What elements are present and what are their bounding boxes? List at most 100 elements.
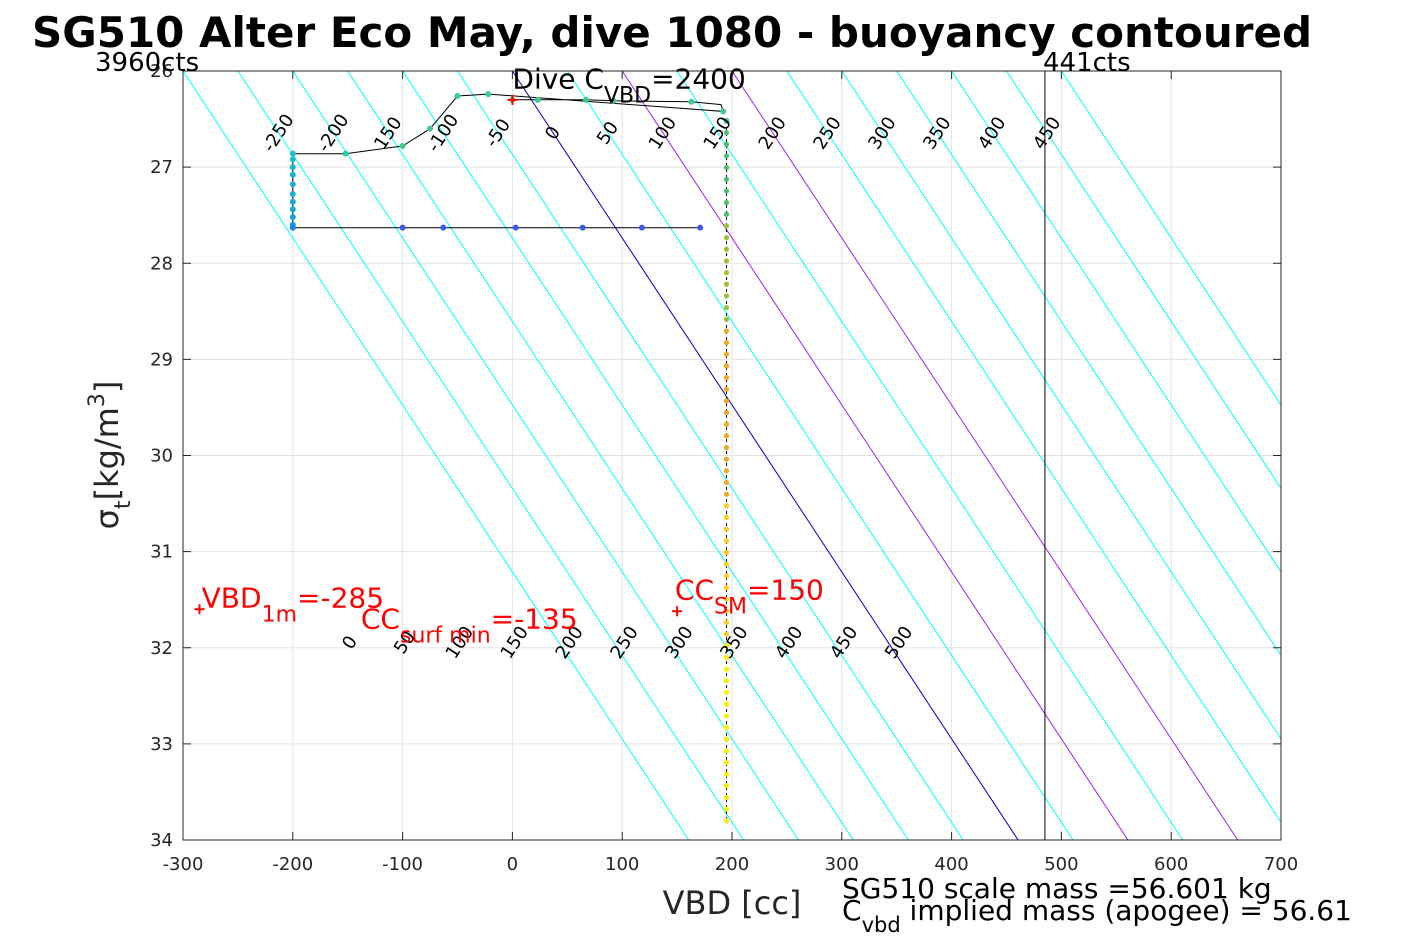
y-axis-ticks: 26 27 28 29 30 31 32 33 34 xyxy=(150,61,1281,851)
data-points xyxy=(289,91,730,231)
x-tick-label: -300 xyxy=(163,854,204,875)
profile-point xyxy=(723,736,730,742)
profile-point xyxy=(723,818,730,824)
chart-title: SG510 Alter Eco May, dive 1080 - buoyanc… xyxy=(32,8,1312,57)
reference-buoyancy-line xyxy=(621,71,1129,840)
y-axis-label: σt[kg/m3] xyxy=(85,381,136,530)
data-point xyxy=(289,156,296,163)
profile-point xyxy=(723,223,730,229)
x-tick-label: 200 xyxy=(715,854,749,875)
reference-buoyancy-line xyxy=(731,71,1239,840)
data-point xyxy=(289,191,296,198)
x-tick-label: 500 xyxy=(1044,854,1078,875)
profile-point xyxy=(723,631,730,637)
data-point xyxy=(289,224,296,231)
profile-point xyxy=(723,538,730,544)
profile-point xyxy=(723,363,730,369)
buoyancy-contours xyxy=(183,71,1281,840)
profile-point xyxy=(723,188,730,194)
data-point xyxy=(454,92,461,99)
profile-point xyxy=(723,573,730,579)
y-tick-label: 26 xyxy=(150,61,173,82)
profile-point xyxy=(723,596,730,602)
y-axis-unit-sup: 3 xyxy=(85,393,110,407)
contour-line xyxy=(951,71,1281,573)
data-point xyxy=(289,214,296,221)
profile-point xyxy=(723,153,730,159)
profile-point xyxy=(723,246,730,252)
footer-mass-line: SG510 scale mass =56.601 kg xyxy=(842,872,1272,905)
annotation-sub: 1m xyxy=(262,602,297,627)
profile-point xyxy=(723,281,730,287)
contour-line xyxy=(566,71,1074,840)
profile-point xyxy=(723,608,730,614)
x-tick-label: -100 xyxy=(382,854,423,875)
data-point xyxy=(697,224,704,231)
data-point xyxy=(610,97,617,104)
profile-point xyxy=(723,444,730,451)
profile-point xyxy=(723,806,730,812)
profile-point xyxy=(723,491,730,497)
profile-point xyxy=(723,794,730,801)
profile-point xyxy=(723,398,730,404)
annotation-value: =2400 xyxy=(651,62,746,95)
data-point xyxy=(342,150,349,157)
contour-line xyxy=(841,71,1281,740)
marker-plus xyxy=(194,604,205,615)
profile-point xyxy=(723,328,730,334)
annotation-sub: surf min xyxy=(400,624,491,649)
profile-point xyxy=(723,759,730,766)
profile-point xyxy=(723,468,730,474)
profile-point xyxy=(723,165,730,171)
profile-point xyxy=(723,701,730,707)
profile-point xyxy=(723,293,730,299)
profile-point xyxy=(723,409,730,416)
data-point xyxy=(720,108,727,115)
profile-point xyxy=(723,130,730,136)
annotation-main: VBD xyxy=(202,581,262,614)
y-tick-label: 34 xyxy=(150,830,173,851)
marker-group xyxy=(194,94,683,617)
profile-point xyxy=(723,783,730,789)
annotation-value: =-285 xyxy=(297,581,384,614)
profile-point xyxy=(723,561,730,567)
y-axis-unit-pre: [kg/m xyxy=(88,407,126,500)
annotation-sub: VBD xyxy=(604,83,651,108)
profile-point xyxy=(723,713,730,719)
y-axis-symbol: σ xyxy=(88,509,126,529)
footer-implied-rest: implied mass (apogee) = 56.61 xyxy=(901,894,1352,927)
annotation-ccsm: CCSM=150 xyxy=(675,574,824,620)
y-tick-label: 31 xyxy=(150,542,173,563)
y-axis-subscript: t xyxy=(111,500,136,509)
profile-point xyxy=(723,433,730,439)
profile-point xyxy=(723,514,730,521)
profile-point xyxy=(723,316,730,322)
profile-point xyxy=(723,689,730,696)
annotation-main: CC xyxy=(361,603,400,636)
dive-trace xyxy=(292,93,724,229)
contour-line xyxy=(1060,71,1281,406)
x-axis-ticks: -300 -200 -100 0 100 200 300 400 500 600 700 xyxy=(163,71,1298,875)
data-point xyxy=(289,150,296,157)
zero-buoyancy-line xyxy=(511,71,1019,840)
profile-point xyxy=(723,549,730,556)
data-point xyxy=(289,171,296,178)
y-tick-label: 32 xyxy=(150,638,173,659)
profile-point xyxy=(723,724,730,731)
profile-point xyxy=(723,351,730,357)
contour-line xyxy=(292,71,799,840)
data-point xyxy=(485,91,492,98)
footer-implied-main: C xyxy=(842,894,862,927)
data-point xyxy=(688,98,695,105)
profile-point xyxy=(723,176,730,182)
x-tick-label: -200 xyxy=(272,854,313,875)
profile-point xyxy=(723,479,730,486)
profile-point xyxy=(723,304,730,311)
data-point xyxy=(579,224,586,231)
profile-point xyxy=(723,141,730,147)
annotation-main: Dive C xyxy=(512,62,604,95)
data-point xyxy=(399,142,406,149)
contour-line xyxy=(402,71,909,840)
vertical-profile xyxy=(723,118,730,824)
